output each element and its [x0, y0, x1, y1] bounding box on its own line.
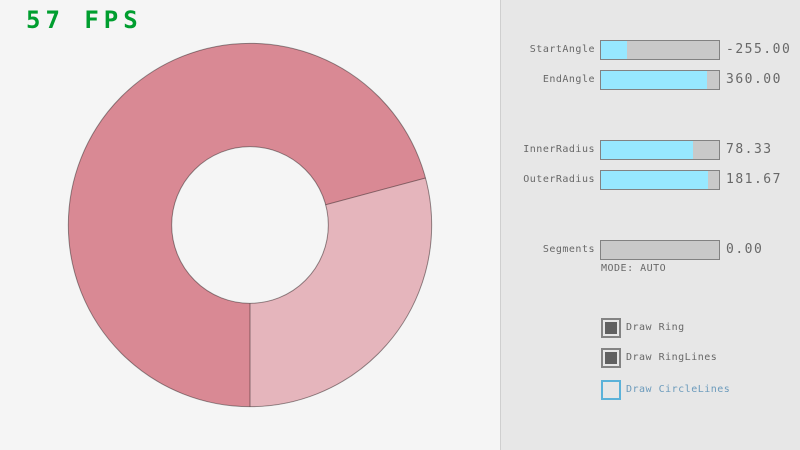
endangle-value: 360.00: [726, 72, 782, 87]
draw-circlelines-checkbox[interactable]: [601, 380, 621, 400]
startangle-slider-fill: [601, 41, 627, 59]
startangle-value: -255.00: [726, 42, 792, 57]
segments-label: Segments: [542, 244, 595, 255]
outerradius-label: OuterRadius: [523, 174, 595, 185]
segments-mode-label: MODE: AUTO: [601, 263, 667, 274]
slider-row-endangle: EndAngle 360.00: [501, 70, 800, 90]
slider-row-segments: Segments 0.00: [501, 240, 800, 260]
fps-counter: 57 FPS: [26, 6, 143, 34]
draw-ringlines-label: Draw RingLines: [626, 352, 718, 363]
segments-value: 0.00: [726, 242, 764, 257]
innerradius-value: 78.33: [726, 142, 773, 157]
outerradius-slider[interactable]: [600, 170, 720, 190]
slider-row-innerradius: InnerRadius 78.33: [501, 140, 800, 160]
startangle-slider[interactable]: [600, 40, 720, 60]
draw-ringlines-checkbox[interactable]: [601, 348, 621, 368]
segments-slider[interactable]: [600, 240, 720, 260]
innerradius-slider-fill: [601, 141, 694, 159]
outerradius-value: 181.67: [726, 172, 782, 187]
endangle-label: EndAngle: [542, 74, 595, 85]
endangle-slider-fill: [601, 71, 708, 89]
startangle-label: StartAngle: [529, 44, 595, 55]
innerradius-label: InnerRadius: [523, 144, 595, 155]
checkbox-row-draw-circlelines: Draw CircleLines: [601, 380, 730, 400]
ring-start-angle-line: [325, 177, 426, 206]
ring-canvas: [67, 42, 433, 408]
side-panel: StartAngle -255.00 EndAngle 360.00 Inner…: [500, 0, 800, 450]
slider-row-outerradius: OuterRadius 181.67: [501, 170, 800, 190]
endangle-slider[interactable]: [600, 70, 720, 90]
draw-ring-label: Draw Ring: [626, 322, 685, 333]
check-mark-icon: [605, 352, 617, 364]
draw-ring-checkbox[interactable]: [601, 318, 621, 338]
check-mark-icon: [605, 322, 617, 334]
checkbox-row-draw-ring: Draw Ring: [601, 318, 685, 338]
ring-inner-outline: [171, 146, 329, 304]
ring-light-sector: [250, 177, 432, 407]
slider-row-startangle: StartAngle -255.00: [501, 40, 800, 60]
outerradius-slider-fill: [601, 171, 709, 189]
ring-outer-outline: [67, 42, 433, 408]
innerradius-slider[interactable]: [600, 140, 720, 160]
checkbox-row-draw-ringlines: Draw RingLines: [601, 348, 717, 368]
draw-circlelines-label: Draw CircleLines: [626, 384, 731, 395]
